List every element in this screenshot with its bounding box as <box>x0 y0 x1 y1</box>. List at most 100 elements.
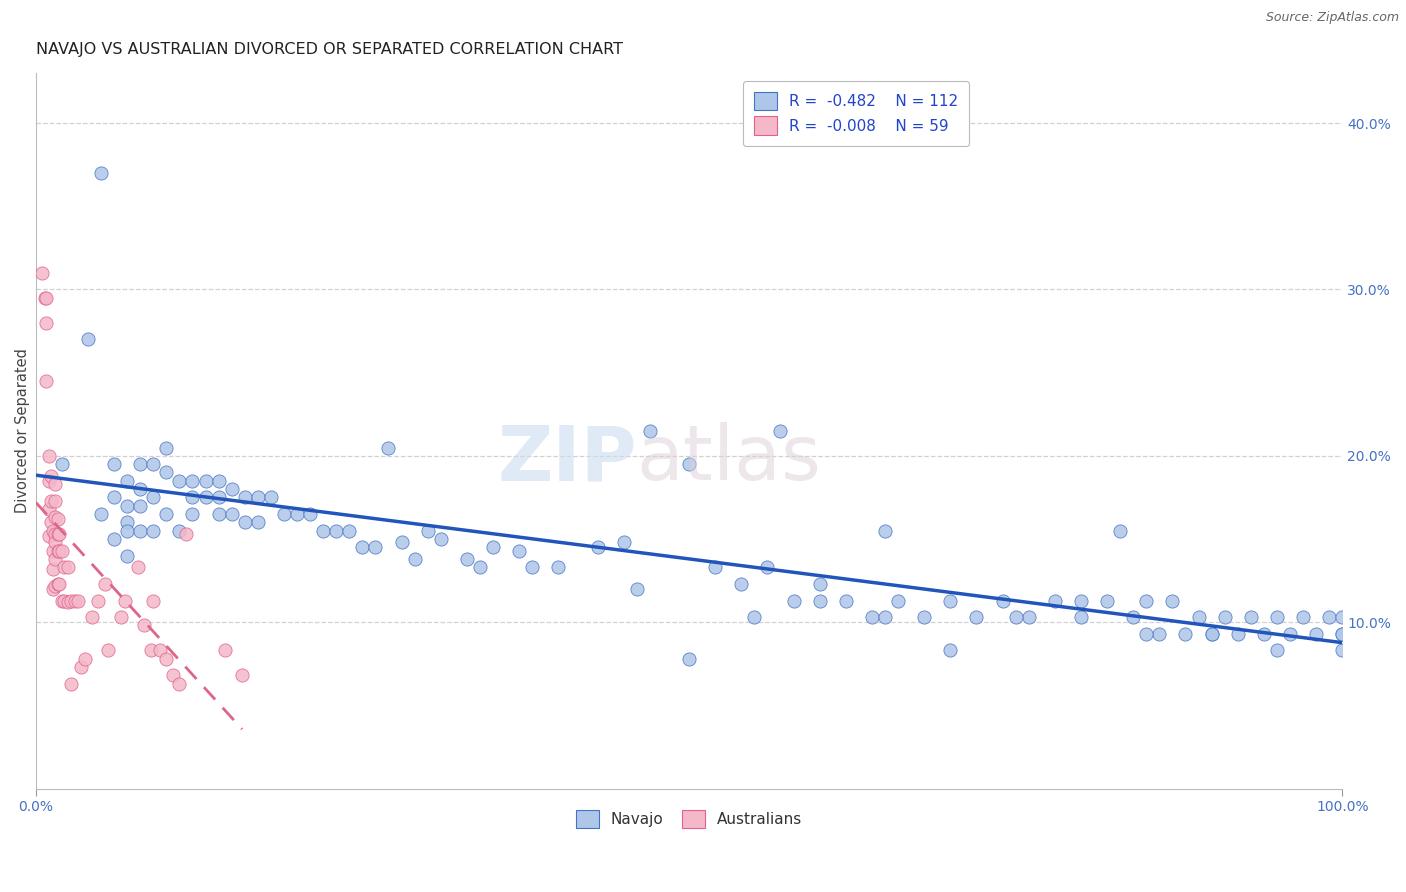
Point <box>46 527 69 541</box>
Legend: Navajo, Australians: Navajo, Australians <box>569 804 808 835</box>
Point <box>873 610 896 624</box>
Point <box>299 507 322 521</box>
Point <box>1317 610 1340 624</box>
Point <box>808 577 831 591</box>
Text: atlas: atlas <box>637 423 821 497</box>
Point <box>769 424 792 438</box>
Point <box>41 562 63 576</box>
Point <box>352 541 374 555</box>
Point <box>482 541 505 555</box>
Point <box>1226 627 1249 641</box>
Point <box>456 552 478 566</box>
Point <box>41 493 63 508</box>
Point <box>1292 610 1315 624</box>
Point <box>127 560 149 574</box>
Point <box>48 577 70 591</box>
Point <box>586 541 609 555</box>
Point <box>139 643 162 657</box>
Point <box>129 499 152 513</box>
Point <box>115 474 138 488</box>
Point <box>808 593 831 607</box>
Y-axis label: Divorced or Separated: Divorced or Separated <box>15 349 30 513</box>
Point <box>246 491 269 505</box>
Point <box>38 474 60 488</box>
Point <box>221 507 243 521</box>
Point <box>214 643 236 657</box>
Point <box>939 593 962 607</box>
Point <box>429 532 451 546</box>
Point <box>181 507 204 521</box>
Point <box>44 527 66 541</box>
Point <box>1135 593 1157 607</box>
Text: Source: ZipAtlas.com: Source: ZipAtlas.com <box>1265 11 1399 24</box>
Point <box>1149 627 1171 641</box>
Point <box>80 610 103 624</box>
Point <box>730 577 752 591</box>
Point <box>939 643 962 657</box>
Point <box>1095 593 1118 607</box>
Point <box>46 577 69 591</box>
Point <box>194 491 217 505</box>
Point <box>742 610 765 624</box>
Point <box>44 552 66 566</box>
Text: NAVAJO VS AUSTRALIAN DIVORCED OR SEPARATED CORRELATION CHART: NAVAJO VS AUSTRALIAN DIVORCED OR SEPARAT… <box>35 42 623 57</box>
Point <box>1213 610 1236 624</box>
Point <box>638 424 661 438</box>
Point <box>1240 610 1263 624</box>
Point <box>416 524 439 538</box>
Point <box>965 610 987 624</box>
Point <box>149 643 172 657</box>
Point <box>704 560 727 574</box>
Point <box>404 552 426 566</box>
Point <box>221 482 243 496</box>
Point <box>233 491 256 505</box>
Point <box>129 524 152 538</box>
Point <box>1201 627 1223 641</box>
Point <box>337 524 360 538</box>
Point <box>110 610 132 624</box>
Point <box>1135 627 1157 641</box>
Point <box>59 593 82 607</box>
Point <box>912 610 935 624</box>
Point <box>114 593 136 607</box>
Point <box>364 541 387 555</box>
Point <box>260 491 283 505</box>
Point <box>1187 610 1209 624</box>
Point <box>41 516 63 530</box>
Point <box>46 512 69 526</box>
Point <box>46 543 69 558</box>
Point <box>75 652 97 666</box>
Point <box>1018 610 1040 624</box>
Point <box>48 543 70 558</box>
Point <box>51 543 73 558</box>
Point <box>34 291 56 305</box>
Point <box>51 457 73 471</box>
Point <box>613 535 636 549</box>
Point <box>194 474 217 488</box>
Point <box>1331 610 1354 624</box>
Point <box>835 593 858 607</box>
Point <box>312 524 335 538</box>
Point <box>44 493 66 508</box>
Point <box>1161 593 1184 607</box>
Point <box>1253 627 1275 641</box>
Point <box>44 477 66 491</box>
Point <box>155 466 177 480</box>
Point <box>1331 627 1354 641</box>
Point <box>155 507 177 521</box>
Point <box>35 316 58 330</box>
Point <box>115 549 138 563</box>
Point <box>169 524 191 538</box>
Point <box>756 560 779 574</box>
Point <box>103 491 125 505</box>
Point <box>35 291 58 305</box>
Point <box>48 527 70 541</box>
Point <box>860 610 883 624</box>
Point <box>44 578 66 592</box>
Point <box>678 457 700 471</box>
Point <box>59 677 82 691</box>
Point <box>155 441 177 455</box>
Point <box>38 529 60 543</box>
Point <box>103 457 125 471</box>
Point <box>207 507 229 521</box>
